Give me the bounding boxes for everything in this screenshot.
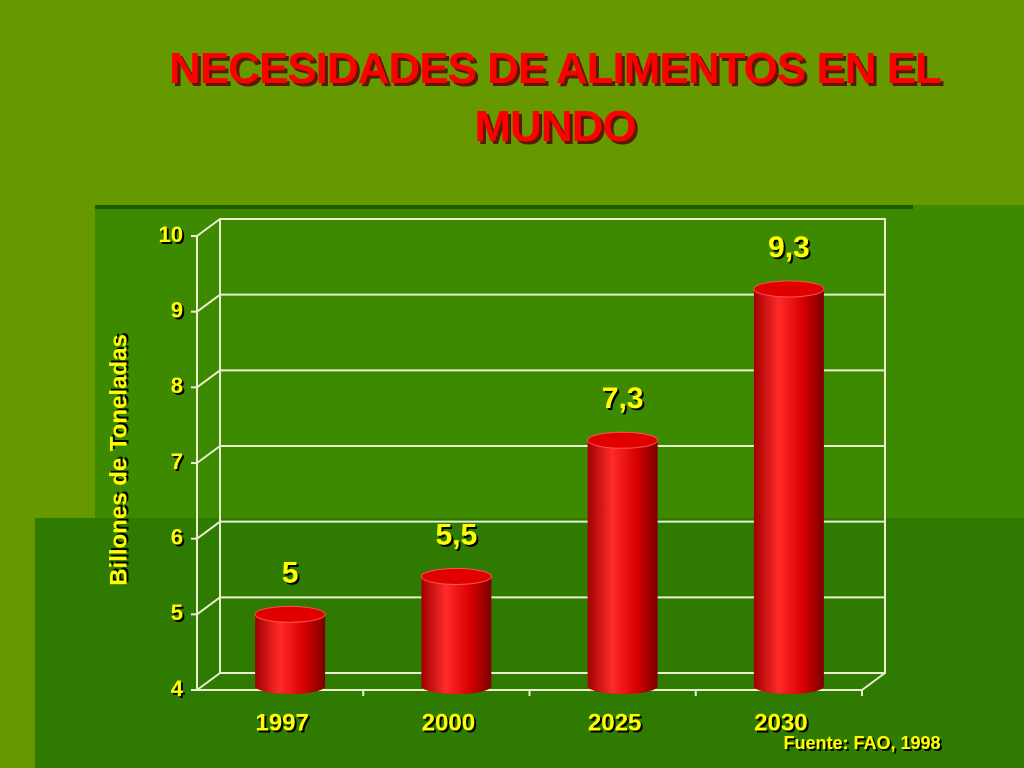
x-tick-label: 2000: [422, 709, 475, 736]
floor-edge: [861, 672, 886, 691]
y-tick-label: 4: [171, 676, 184, 701]
bar-bottom: [421, 678, 492, 694]
bar: [421, 576, 492, 686]
chart-title: NECESIDADES DE ALIMENTOS EN EL MUNDO: [169, 44, 942, 151]
panel-edge: [95, 205, 913, 209]
bar: [587, 440, 658, 686]
x-tick-label: 1997: [255, 709, 308, 736]
bar-cap: [420, 568, 492, 585]
bar: [753, 288, 824, 686]
bar-cap: [254, 605, 326, 623]
bar-cap: [587, 431, 659, 449]
bar: [255, 614, 326, 686]
y-tick-label: 9: [171, 297, 183, 322]
grid-line: [196, 369, 221, 389]
bar-bottom: [255, 678, 326, 694]
y-tick-label: 10: [159, 222, 183, 247]
grid-line: [196, 596, 221, 616]
value-label: 9,3: [768, 231, 810, 264]
y-tick-label: 5: [171, 600, 183, 625]
y-tick-label: 8: [171, 373, 183, 398]
grid-line: [196, 520, 221, 540]
value-label: 5,5: [436, 518, 478, 551]
value-label: 5: [282, 556, 299, 589]
grid-line: [196, 293, 221, 313]
source: Fuente: FAO, 1998: [783, 733, 940, 753]
bar-bottom: [587, 678, 658, 694]
grid-line: [196, 445, 221, 464]
grid-line: [196, 218, 221, 237]
y-tick-label: 7: [171, 449, 183, 474]
x-tick-label: 2025: [588, 709, 641, 736]
value-label: 7,3: [602, 382, 644, 415]
y-axis-label: Billones de Toneladas: [105, 334, 132, 586]
grid-line: [196, 672, 221, 691]
y-tick-label: 6: [171, 524, 183, 549]
panel: [35, 518, 1024, 768]
x-tick-label: 2030: [754, 709, 807, 736]
bar-bottom: [753, 678, 824, 694]
bar-cap: [753, 280, 825, 298]
